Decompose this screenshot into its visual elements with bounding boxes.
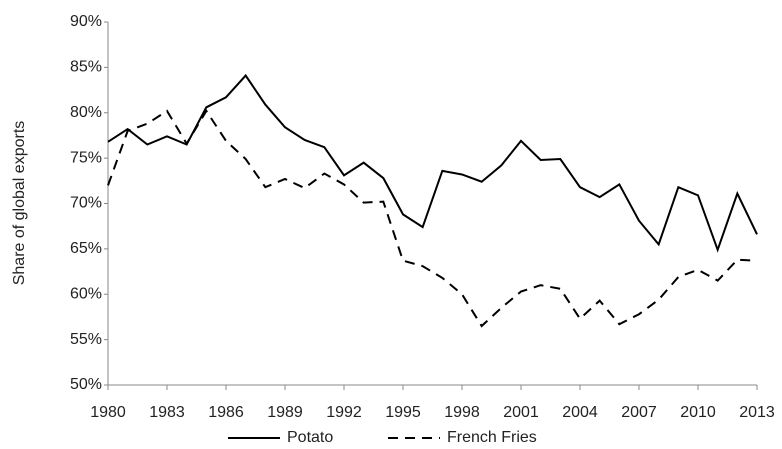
y-tick-label: 80%: [70, 104, 102, 121]
y-tick-label: 55%: [70, 331, 102, 348]
y-axis-label: Share of global exports: [11, 121, 28, 286]
x-tick-label: 2007: [621, 404, 657, 421]
x-tick-label: 2013: [739, 404, 775, 421]
x-tick-label: 1995: [385, 404, 421, 421]
y-tick-label: 75%: [70, 149, 102, 166]
x-tick-label: 1983: [149, 404, 185, 421]
y-tick-label: 60%: [70, 285, 102, 302]
x-tick-label: 1989: [267, 404, 303, 421]
x-tick-label: 1998: [444, 404, 480, 421]
x-tick-label: 2010: [680, 404, 716, 421]
y-tick-label: 50%: [70, 376, 102, 393]
x-tick-label: 1986: [208, 404, 244, 421]
x-tick-label: 2004: [562, 404, 598, 421]
series-line: [107, 109, 758, 328]
legend-label: French Fries: [447, 429, 537, 446]
x-tick-label: 2001: [503, 404, 539, 421]
legend-label: Potato: [287, 429, 333, 446]
series-line: [107, 73, 758, 253]
y-tick-label: 85%: [70, 59, 102, 76]
x-tick-label: 1992: [326, 404, 362, 421]
y-tick-label: 70%: [70, 195, 102, 212]
y-tick-label: 65%: [70, 240, 102, 257]
y-tick-label: 90%: [70, 13, 102, 30]
x-tick-label: 1980: [90, 404, 126, 421]
